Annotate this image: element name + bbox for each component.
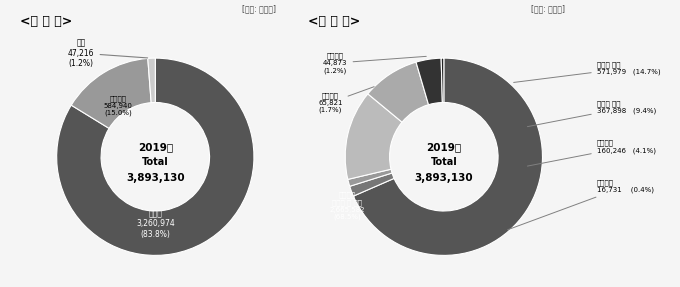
Wedge shape <box>345 94 402 179</box>
Text: Total: Total <box>430 157 457 167</box>
Text: <기 관 별>: <기 관 별> <box>20 15 72 28</box>
Text: [단위: 백만원]: [단위: 백만원] <box>530 4 564 13</box>
Text: 2019년: 2019년 <box>426 142 462 152</box>
Text: Total: Total <box>142 157 169 167</box>
Text: 지상장비
160,246   (4.1%): 지상장비 160,246 (4.1%) <box>528 140 656 166</box>
Text: 대학
47,216
(1.2%): 대학 47,216 (1.2%) <box>68 38 148 68</box>
Text: 우주보험
16,731    (0.4%): 우주보험 16,731 (0.4%) <box>507 179 653 230</box>
Text: 연구기관
584,940
(15.0%): 연구기관 584,940 (15.0%) <box>103 95 133 116</box>
Wedge shape <box>56 58 254 255</box>
Wedge shape <box>350 173 394 196</box>
Wedge shape <box>354 58 543 255</box>
Text: 3,893,130: 3,893,130 <box>126 173 184 183</box>
Text: 기업체
3,260,974
(83.8%): 기업체 3,260,974 (83.8%) <box>136 209 175 239</box>
Text: <분 야 별>: <분 야 별> <box>308 15 360 28</box>
Wedge shape <box>441 58 444 102</box>
Text: 위성체 제작
571,979   (14.7%): 위성체 제작 571,979 (14.7%) <box>513 61 660 82</box>
Wedge shape <box>348 169 392 186</box>
Text: [단위: 백만원]: [단위: 백만원] <box>242 4 276 13</box>
Wedge shape <box>71 59 151 128</box>
Wedge shape <box>148 58 155 103</box>
Text: 2019년: 2019년 <box>138 142 173 152</box>
Wedge shape <box>368 62 428 122</box>
Text: 위성활용
서비스 및 장비
2,665,582
(68.5%): 위성활용 서비스 및 장비 2,665,582 (68.5%) <box>329 192 365 220</box>
Wedge shape <box>416 58 443 105</box>
Text: 과학연구
65,821
(1.7%): 과학연구 65,821 (1.7%) <box>318 87 374 113</box>
Text: 우주탐사
44,873
(1.2%): 우주탐사 44,873 (1.2%) <box>323 53 426 73</box>
Text: 3,893,130: 3,893,130 <box>415 173 473 183</box>
Text: 발사체 제작
367,898   (9.4%): 발사체 제작 367,898 (9.4%) <box>528 100 656 127</box>
